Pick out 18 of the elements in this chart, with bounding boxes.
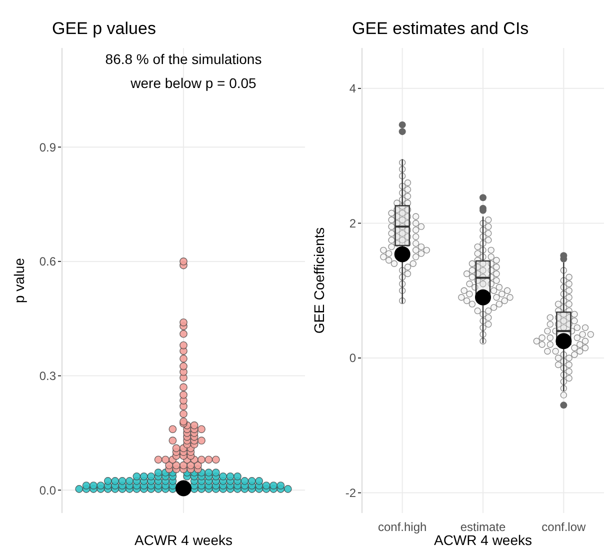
chart-title: GEE p values bbox=[52, 19, 156, 38]
x-axis-title: ACWR 4 weeks bbox=[434, 532, 532, 546]
y-tick-label: 0.3 bbox=[39, 368, 56, 383]
y-tick-label: 4 bbox=[349, 82, 356, 96]
y-tick-label: 2 bbox=[349, 216, 356, 230]
x-tick-label: estimate bbox=[460, 520, 506, 534]
x-axis-title: ACWR 4 weeks bbox=[134, 532, 233, 546]
x-tick-label: conf.low bbox=[542, 520, 586, 534]
y-tick-label: 0.9 bbox=[39, 140, 56, 154]
x-tick-label: conf.high bbox=[378, 520, 427, 534]
y-axis-title: GEE Coefficients bbox=[311, 227, 327, 334]
y-tick-label: -2 bbox=[345, 486, 356, 500]
y-tick-label: 0.0 bbox=[39, 483, 56, 498]
y-tick-label: 0 bbox=[349, 351, 356, 366]
y-axis-title: p value bbox=[11, 258, 27, 304]
y-tick-label: 0.6 bbox=[39, 254, 56, 269]
annotation: 86.8 % of the simulations were below p = 0.05 bbox=[105, 51, 262, 91]
chart-title: GEE estimates and CIs bbox=[352, 19, 529, 38]
